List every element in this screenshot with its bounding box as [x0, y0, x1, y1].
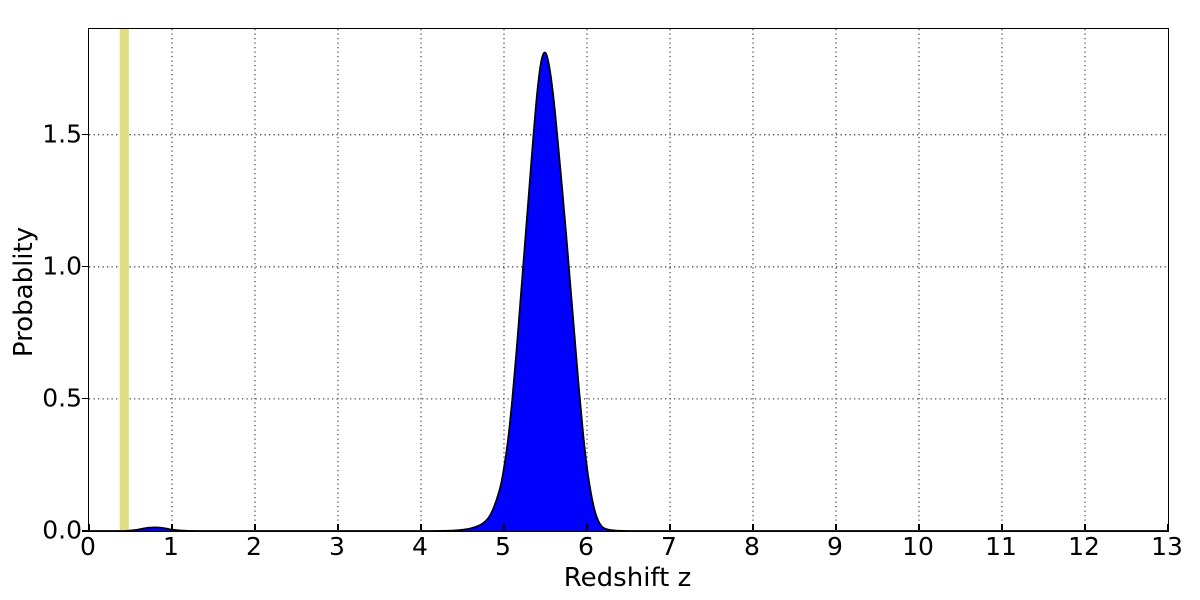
- x-tick-mark: [420, 524, 422, 530]
- y-tick-label-0.5: 0.5: [42, 383, 82, 413]
- x-tick-mark: [669, 524, 671, 530]
- y-tick-label-1.0: 1.0: [42, 251, 82, 281]
- x-tick-mark: [835, 524, 837, 530]
- spectroscopic-redshift-band: [119, 29, 129, 531]
- x-tick-mark: [337, 524, 339, 530]
- x-tick-label-11: 11: [985, 532, 1017, 561]
- y-tick-mark: [82, 397, 88, 400]
- x-tick-label-12: 12: [1068, 532, 1100, 561]
- probability-density-curve: [89, 51, 1168, 531]
- y-tick-label-0.0: 0.0: [42, 515, 82, 545]
- x-tick-mark: [1001, 524, 1003, 530]
- x-tick-label-0: 0: [80, 532, 96, 561]
- x-tick-label-7: 7: [661, 532, 677, 561]
- x-tick-mark: [254, 524, 256, 530]
- x-tick-label-13: 13: [1151, 532, 1183, 561]
- y-tick-mark: [82, 530, 88, 532]
- x-tick-label-3: 3: [329, 532, 345, 561]
- y-tick-label-1.5: 1.5: [42, 119, 82, 149]
- x-tick-label-10: 10: [902, 532, 934, 561]
- x-tick-label-6: 6: [578, 532, 594, 561]
- x-tick-label-1: 1: [163, 532, 179, 561]
- x-tick-mark: [1084, 524, 1086, 530]
- x-tick-mark: [1167, 524, 1169, 530]
- plot-area: [88, 28, 1169, 532]
- x-tick-label-2: 2: [246, 532, 262, 561]
- x-tick-label-8: 8: [744, 532, 760, 561]
- x-tick-mark: [503, 524, 505, 530]
- x-axis-label: Redshift z: [563, 563, 692, 593]
- x-tick-mark: [918, 524, 920, 530]
- y-axis-label: Probablity: [9, 226, 39, 358]
- x-tick-label-4: 4: [412, 532, 428, 561]
- x-tick-mark: [88, 524, 90, 530]
- x-tick-mark: [171, 524, 173, 530]
- x-tick-label-9: 9: [827, 532, 843, 561]
- x-tick-label-5: 5: [495, 532, 511, 561]
- x-tick-mark: [752, 524, 754, 530]
- y-tick-mark: [82, 133, 88, 136]
- y-tick-mark: [82, 265, 88, 268]
- x-tick-mark: [586, 524, 588, 530]
